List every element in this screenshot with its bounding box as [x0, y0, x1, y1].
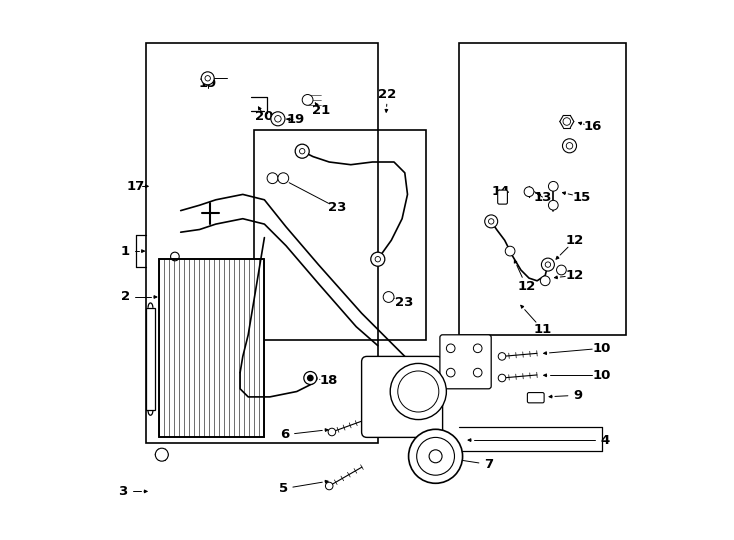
- Circle shape: [299, 148, 305, 154]
- Text: 23: 23: [328, 201, 346, 214]
- Circle shape: [205, 76, 211, 81]
- Text: 6: 6: [280, 428, 289, 441]
- Circle shape: [308, 375, 313, 381]
- Circle shape: [545, 262, 550, 267]
- Text: 14: 14: [492, 185, 510, 198]
- Circle shape: [446, 344, 455, 353]
- Circle shape: [556, 265, 566, 275]
- Text: 3: 3: [118, 485, 128, 498]
- Text: 10: 10: [593, 369, 611, 382]
- Bar: [145, 43, 378, 443]
- Text: 23: 23: [395, 296, 413, 309]
- Bar: [159, 259, 264, 437]
- Circle shape: [390, 363, 446, 420]
- Text: 12: 12: [517, 280, 535, 293]
- Bar: [459, 43, 626, 335]
- Text: 5: 5: [279, 482, 288, 495]
- Text: 16: 16: [584, 120, 602, 133]
- FancyBboxPatch shape: [440, 335, 491, 389]
- Circle shape: [498, 353, 506, 360]
- Circle shape: [409, 429, 462, 483]
- Bar: [145, 308, 156, 410]
- Text: 19: 19: [286, 113, 305, 126]
- Circle shape: [201, 72, 214, 85]
- Text: 17: 17: [127, 180, 145, 193]
- Circle shape: [563, 118, 570, 125]
- FancyBboxPatch shape: [498, 190, 507, 204]
- Circle shape: [267, 173, 278, 184]
- Circle shape: [484, 215, 498, 228]
- Circle shape: [473, 344, 482, 353]
- Circle shape: [498, 374, 506, 382]
- Circle shape: [429, 450, 442, 463]
- Circle shape: [295, 144, 309, 158]
- Circle shape: [275, 116, 281, 122]
- Circle shape: [417, 437, 454, 475]
- Text: 9: 9: [573, 389, 582, 402]
- Circle shape: [566, 143, 573, 149]
- Circle shape: [371, 252, 385, 266]
- Text: 15: 15: [573, 191, 591, 204]
- Circle shape: [304, 372, 317, 384]
- FancyBboxPatch shape: [528, 393, 544, 403]
- Text: 8: 8: [411, 366, 421, 379]
- Text: 12: 12: [566, 234, 584, 247]
- Bar: [254, 130, 426, 340]
- Circle shape: [540, 276, 550, 286]
- Circle shape: [302, 94, 313, 105]
- Text: 4: 4: [600, 434, 609, 447]
- Text: 10: 10: [593, 342, 611, 355]
- Circle shape: [156, 448, 168, 461]
- Bar: [159, 259, 264, 437]
- Circle shape: [542, 258, 554, 271]
- Circle shape: [548, 181, 558, 191]
- Text: 21: 21: [312, 104, 330, 117]
- Text: 1: 1: [120, 245, 130, 258]
- Text: 7: 7: [484, 458, 493, 471]
- Circle shape: [446, 368, 455, 377]
- Circle shape: [524, 187, 534, 197]
- Bar: [159, 259, 264, 437]
- Circle shape: [271, 112, 285, 126]
- Circle shape: [562, 139, 576, 153]
- Text: 18: 18: [320, 374, 338, 387]
- Circle shape: [548, 200, 558, 210]
- Text: 13: 13: [534, 191, 552, 204]
- Circle shape: [278, 173, 288, 184]
- Text: 22: 22: [379, 88, 396, 101]
- Circle shape: [328, 428, 335, 436]
- Text: 20: 20: [255, 110, 274, 123]
- Circle shape: [489, 219, 494, 224]
- Circle shape: [383, 292, 394, 302]
- FancyBboxPatch shape: [362, 356, 443, 437]
- Text: 19: 19: [199, 77, 217, 90]
- Circle shape: [398, 371, 439, 412]
- Circle shape: [325, 482, 333, 490]
- Text: 11: 11: [534, 323, 552, 336]
- Circle shape: [375, 256, 380, 262]
- Circle shape: [473, 368, 482, 377]
- Circle shape: [505, 246, 515, 256]
- Text: 2: 2: [120, 291, 130, 303]
- Text: 12: 12: [566, 269, 584, 282]
